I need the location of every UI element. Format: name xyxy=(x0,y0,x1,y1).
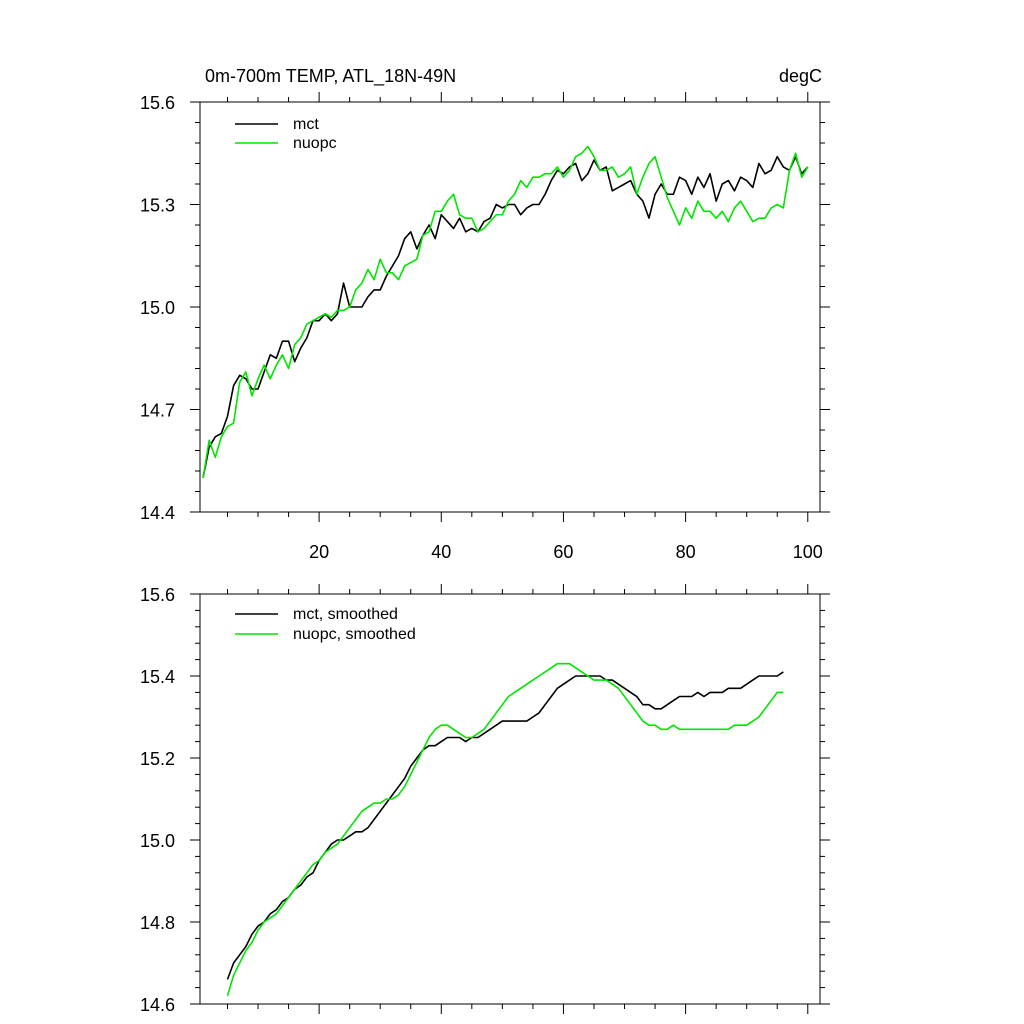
series-line-nuopc-smoothed xyxy=(226,662,784,997)
x-tick-label: 80 xyxy=(676,542,696,562)
y-tick-label: 14.8 xyxy=(140,913,175,933)
y-tick-label: 15.6 xyxy=(140,585,175,605)
units-label: degC xyxy=(779,66,822,86)
y-tick-label: 14.6 xyxy=(140,995,175,1015)
y-tick-label: 15.4 xyxy=(140,667,175,687)
legend-label: mct, smoothed xyxy=(293,606,398,623)
y-tick-label: 15.2 xyxy=(140,749,175,769)
y-tick-label: 15.0 xyxy=(140,831,175,851)
y-tick-label: 14.7 xyxy=(140,401,175,421)
panel-top: 0m-700m TEMP, ATL_18N-49N degC 20 40 60 80 1… xyxy=(140,66,830,562)
x-tick-label: 40 xyxy=(431,542,451,562)
series-line-nuopc xyxy=(202,145,809,478)
legend-label: mct xyxy=(293,116,319,133)
panel-bottom: 14.6 14.8 15.0 15.2 15.4 15.6 mct, smoothed nuo… xyxy=(140,584,830,1015)
series-line-mct-smoothed xyxy=(226,671,784,980)
series-line-mct xyxy=(202,155,809,478)
y-tick-label: 15.0 xyxy=(140,298,175,318)
x-tick-label: 20 xyxy=(309,542,329,562)
y-tick-label: 15.3 xyxy=(140,196,175,216)
plot-frame xyxy=(199,101,821,513)
chart-title: 0m-700m TEMP, ATL_18N-49N xyxy=(205,66,456,87)
y-tick-label: 15.6 xyxy=(140,93,175,113)
legend-label: nuopc, smoothed xyxy=(293,626,416,643)
y-tick-label: 14.4 xyxy=(140,503,175,523)
plot-frame xyxy=(199,593,821,1005)
x-tick-label: 100 xyxy=(793,542,823,562)
x-tick-label: 60 xyxy=(553,542,573,562)
legend-label: nuopc xyxy=(293,135,337,152)
